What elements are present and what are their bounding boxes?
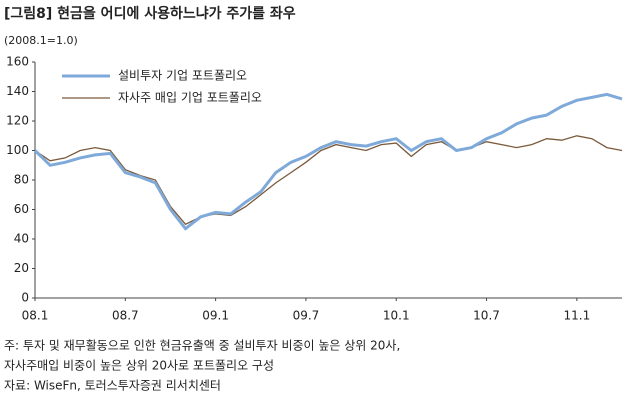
- x-tick-label: 09.1: [202, 309, 229, 323]
- x-tick-label: 09.7: [293, 309, 320, 323]
- y-tick-label: 160: [6, 55, 29, 69]
- legend-label: 자사주 매입 기업 포트폴리오: [118, 91, 262, 105]
- x-tick-label: 10.7: [473, 309, 500, 323]
- legend-label: 설비투자 기업 포트폴리오: [118, 69, 247, 83]
- x-tick-label: 08.1: [22, 309, 49, 323]
- footnote: 주: 투자 및 재무활동으로 인한 현금유출액 중 설비투자 비중이 높은 상위…: [4, 339, 400, 353]
- y-tick-label: 80: [14, 173, 29, 187]
- y-tick-label: 60: [14, 202, 29, 216]
- y-tick-label: 140: [6, 84, 29, 98]
- y-tick-label: 120: [6, 114, 29, 128]
- x-tick-label: 10.1: [383, 309, 410, 323]
- footnote: 자료: WiseFn, 토러스투자증권 리서치센터: [4, 379, 221, 393]
- y-tick-label: 100: [6, 143, 29, 157]
- series-line: [33, 92, 623, 231]
- series-line: [34, 135, 623, 226]
- x-tick-label: 11.1: [563, 309, 590, 323]
- chart-subtitle: (2008.1=1.0): [4, 34, 78, 47]
- chart-title: [그림8] 현금을 어디에 사용하느냐가 주가를 좌우: [4, 5, 296, 22]
- y-tick-label: 20: [14, 261, 29, 275]
- y-tick-label: 0: [21, 291, 29, 305]
- x-tick-label: 08.7: [112, 309, 139, 323]
- y-tick-label: 40: [14, 232, 29, 246]
- footnote: 자사주매입 비중이 높은 상위 20사로 포트폴리오 구성: [4, 359, 274, 373]
